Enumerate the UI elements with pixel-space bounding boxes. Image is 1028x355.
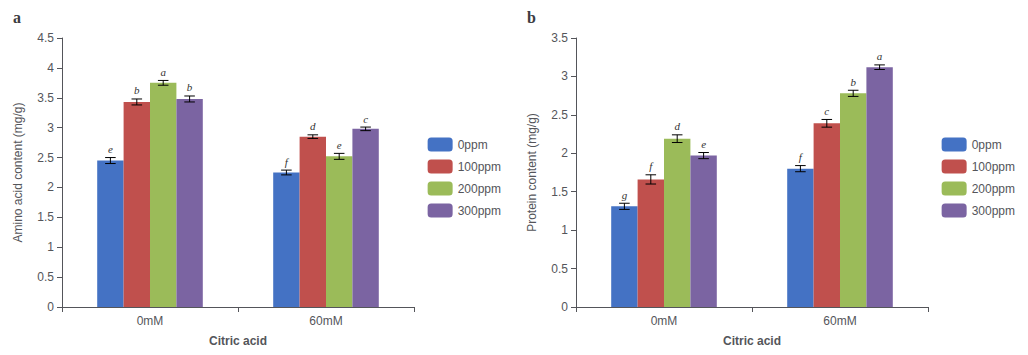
svg-text:b: b: [850, 76, 856, 88]
svg-text:0mM: 0mM: [137, 314, 164, 328]
svg-text:Citric acid: Citric acid: [209, 334, 267, 348]
svg-text:4.5: 4.5: [37, 31, 54, 45]
svg-text:60mM: 60mM: [309, 314, 342, 328]
svg-text:c: c: [363, 113, 368, 125]
svg-text:e: e: [108, 143, 113, 155]
svg-text:Citric acid: Citric acid: [723, 334, 781, 348]
svg-text:d: d: [674, 120, 680, 132]
svg-text:0mM: 0mM: [651, 314, 678, 328]
svg-text:1: 1: [47, 240, 54, 254]
svg-text:0: 0: [561, 300, 568, 314]
svg-text:0ppm: 0ppm: [972, 138, 1002, 152]
svg-text:2.5: 2.5: [37, 151, 54, 165]
svg-text:300ppm: 300ppm: [972, 204, 1015, 218]
svg-text:0: 0: [47, 300, 54, 314]
svg-text:b: b: [527, 9, 536, 26]
svg-text:100ppm: 100ppm: [972, 160, 1015, 174]
svg-text:f: f: [799, 151, 804, 163]
svg-text:e: e: [337, 139, 342, 151]
svg-text:f: f: [285, 156, 290, 168]
svg-text:b: b: [187, 81, 193, 93]
svg-text:300ppm: 300ppm: [458, 204, 501, 218]
svg-text:0.5: 0.5: [37, 270, 54, 284]
svg-text:a: a: [877, 50, 883, 62]
svg-text:f: f: [649, 160, 654, 172]
svg-text:3: 3: [47, 121, 54, 135]
svg-text:3.5: 3.5: [37, 91, 54, 105]
svg-text:2: 2: [561, 146, 568, 160]
svg-text:3: 3: [561, 69, 568, 83]
svg-text:3.5: 3.5: [551, 31, 568, 45]
svg-text:g: g: [622, 189, 628, 201]
svg-text:0ppm: 0ppm: [458, 138, 488, 152]
svg-text:Protein content (mg/g): Protein content (mg/g): [525, 113, 539, 232]
svg-text:d: d: [310, 120, 316, 132]
svg-text:c: c: [824, 105, 829, 117]
svg-text:Amino acid content (mg/g): Amino acid content (mg/g): [11, 102, 25, 242]
svg-text:b: b: [134, 84, 140, 96]
svg-text:200ppm: 200ppm: [458, 182, 501, 196]
svg-text:4: 4: [47, 61, 54, 75]
svg-text:200ppm: 200ppm: [972, 182, 1015, 196]
svg-text:a: a: [160, 66, 166, 78]
svg-text:2.5: 2.5: [551, 108, 568, 122]
svg-text:100ppm: 100ppm: [458, 160, 501, 174]
svg-text:e: e: [701, 138, 706, 150]
svg-text:2: 2: [47, 180, 54, 194]
svg-text:0.5: 0.5: [551, 262, 568, 276]
svg-text:1: 1: [561, 223, 568, 237]
svg-text:a: a: [13, 9, 21, 26]
svg-text:60mM: 60mM: [823, 314, 856, 328]
svg-text:1.5: 1.5: [37, 210, 54, 224]
svg-text:1.5: 1.5: [551, 185, 568, 199]
